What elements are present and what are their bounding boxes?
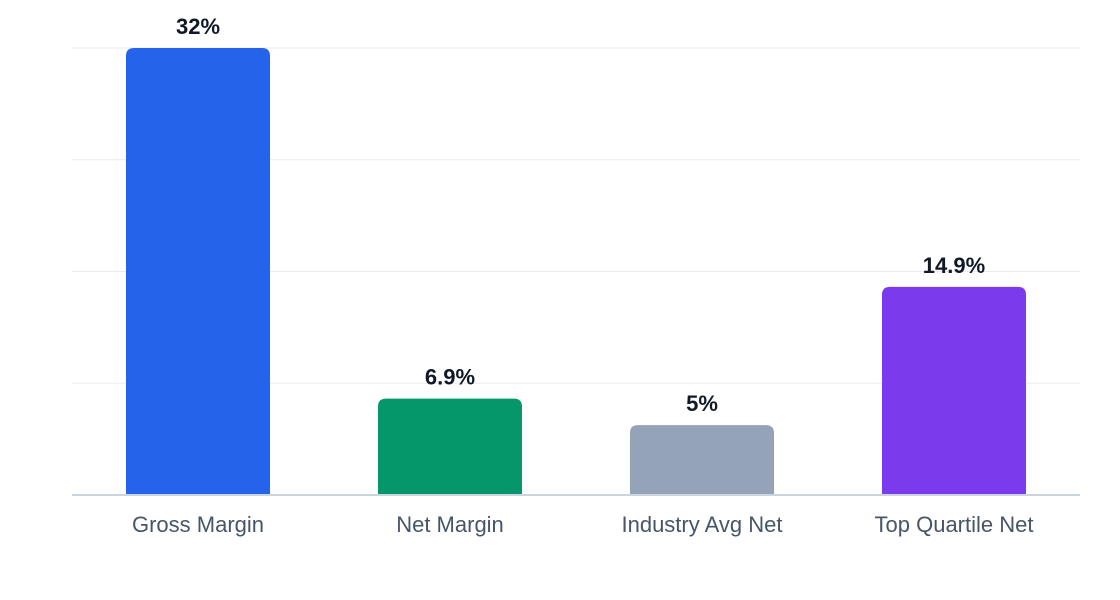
category-labels: Gross Margin Net Margin Industry Avg Net To… — [132, 512, 1034, 537]
value-label: 6.9% — [425, 365, 475, 390]
value-label: 14.9% — [923, 253, 985, 278]
bar-top-quartile-net — [882, 286, 1026, 495]
value-labels: 32% 6.9% 5% 14.9% — [176, 14, 985, 416]
category-label: Top Quartile Net — [875, 512, 1034, 537]
bars — [126, 48, 1026, 495]
category-label: Net Margin — [396, 512, 504, 537]
category-label: Gross Margin — [132, 512, 264, 537]
category-label: Industry Avg Net — [621, 512, 782, 537]
bar-industry-avg-net — [630, 425, 774, 495]
bar-net-margin — [378, 398, 522, 495]
bar-gross-margin — [126, 48, 270, 495]
value-label: 5% — [686, 391, 718, 416]
value-label: 32% — [176, 14, 220, 39]
